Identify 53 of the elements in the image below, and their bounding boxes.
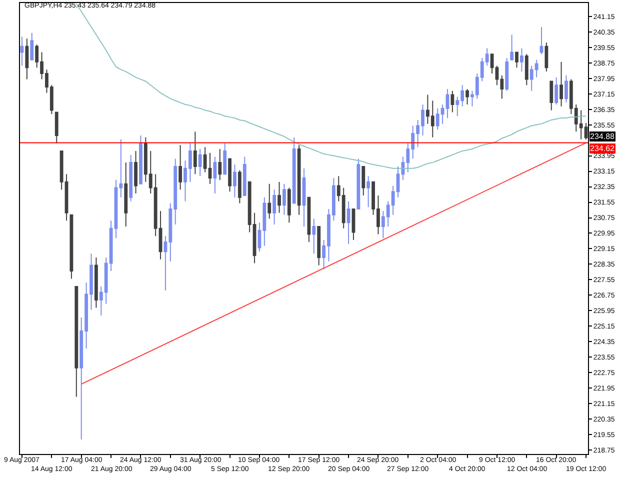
candlestick	[20, 36, 24, 66]
text: 234.88	[590, 132, 616, 141]
candlestick	[505, 58, 509, 92]
candlestick	[238, 170, 242, 204]
candlestick	[292, 136, 296, 204]
candlestick	[25, 38, 29, 80]
candlestick	[524, 54, 528, 86]
candlestick	[272, 189, 276, 226]
candlestick	[317, 226, 321, 266]
candlestick	[297, 144, 301, 216]
candlestick	[307, 196, 311, 242]
candlestick	[218, 148, 222, 180]
candlestick	[94, 256, 98, 308]
candlestick	[560, 61, 563, 107]
candlestick	[198, 148, 202, 177]
candlestick	[54, 112, 58, 144]
candlestick	[228, 158, 232, 192]
candlestick	[346, 200, 350, 244]
candlestick	[70, 214, 74, 280]
candlestick	[129, 154, 133, 202]
candlestick	[193, 131, 197, 175]
candlestick	[466, 88, 469, 105]
candlestick	[124, 162, 128, 227]
candlestick	[544, 42, 548, 72]
candlestick	[139, 134, 142, 184]
candlestick	[362, 166, 366, 196]
candlestick	[242, 156, 246, 196]
candlestick	[233, 164, 236, 198]
candlestick	[282, 183, 286, 216]
candlestick	[74, 286, 78, 398]
candlestick	[178, 144, 182, 190]
candlestick	[450, 90, 454, 113]
candlestick	[352, 208, 356, 241]
candlestick	[366, 176, 370, 208]
candlestick	[30, 32, 34, 60]
candlestick	[510, 34, 514, 60]
candlestick	[223, 142, 227, 175]
candlestick	[550, 80, 554, 111]
candlestick	[287, 187, 291, 224]
candlestick	[540, 26, 544, 55]
candlestick	[278, 181, 281, 214]
candlestick	[490, 54, 494, 74]
candlestick	[554, 76, 558, 105]
candlestick	[356, 158, 360, 210]
ref-line-label: 234.62	[590, 144, 616, 153]
candlestick	[312, 218, 316, 254]
candlestick	[302, 168, 306, 227]
candlestick	[564, 74, 568, 104]
candlestick	[134, 150, 138, 194]
candlestick	[213, 156, 217, 194]
candlestick	[268, 183, 272, 220]
candlestick	[520, 48, 524, 72]
candlestick	[515, 52, 518, 68]
